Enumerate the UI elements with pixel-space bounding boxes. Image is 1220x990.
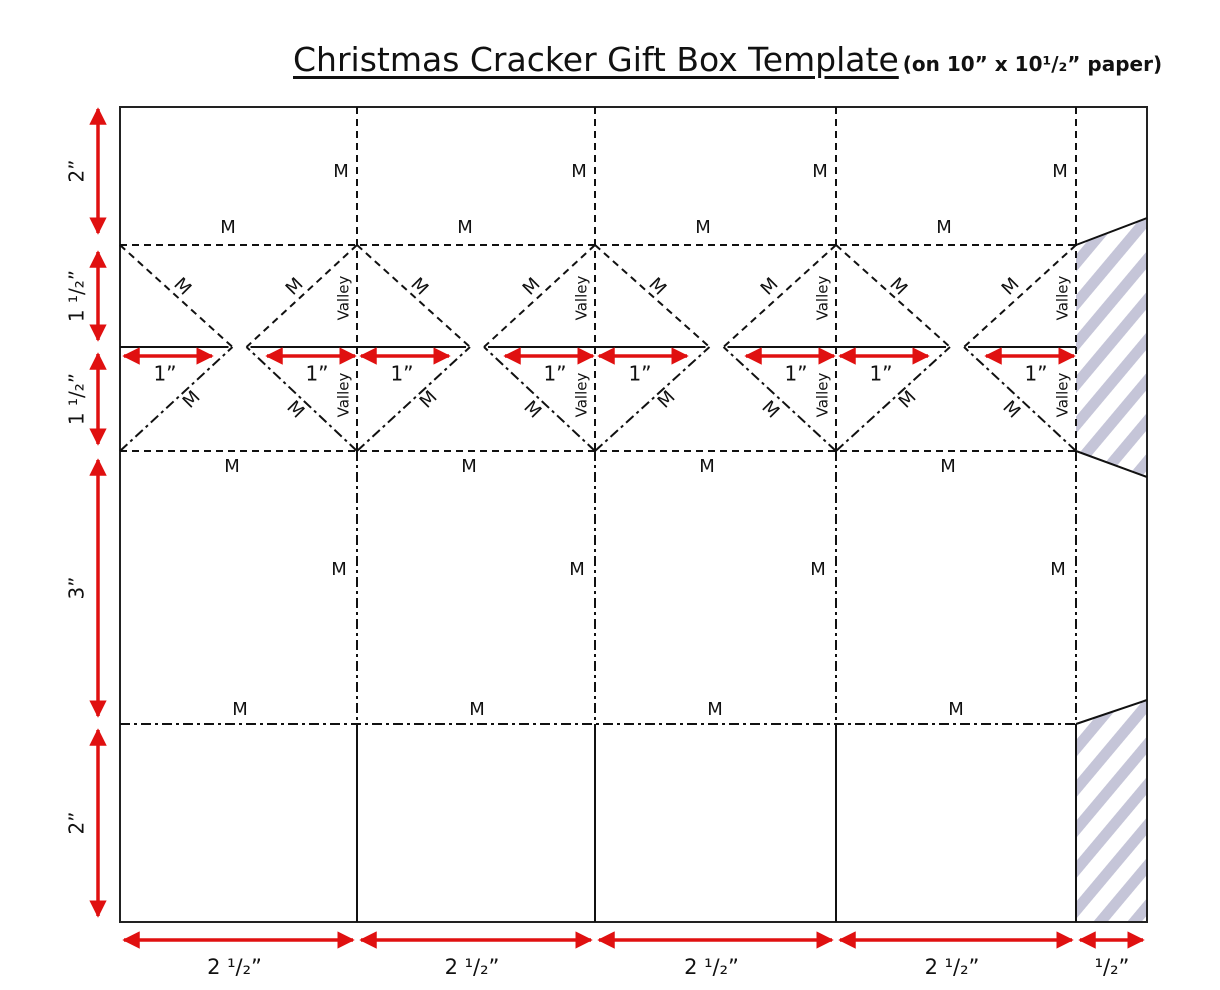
valley-label: Valley — [814, 276, 832, 321]
inch-label: 1” — [628, 362, 651, 386]
mountain-label: M — [282, 274, 308, 300]
mountain-label: M — [571, 161, 587, 182]
header: Christmas Cracker Gift Box Template (on 1… — [293, 40, 1162, 79]
valley-label: Valley — [1054, 276, 1072, 321]
mountain-label: M — [757, 397, 783, 423]
fold-line — [483, 244, 596, 348]
inch-label: 1” — [1024, 362, 1047, 386]
fold-lines — [89, 107, 1148, 949]
mountain-label: M — [169, 274, 195, 300]
mountain-label: M — [224, 456, 240, 477]
fold-line — [1075, 217, 1148, 246]
fold-line — [356, 346, 471, 452]
inch-label: 1” — [305, 362, 328, 386]
mountain-label: M — [457, 217, 473, 238]
mountain-label: M — [948, 699, 964, 720]
title: Christmas Cracker Gift Box Template — [293, 40, 899, 79]
mountain-label: M — [940, 456, 956, 477]
inch-label: 1” — [390, 362, 413, 386]
inch-label: 1” — [784, 362, 807, 386]
fold-line — [594, 244, 711, 348]
mountain-label: M — [179, 387, 205, 413]
valley-label: Valley — [1054, 373, 1072, 418]
height-label: 1 ¹/₂” — [65, 270, 89, 322]
valley-label: Valley — [335, 276, 353, 321]
mountain-label: M — [333, 161, 349, 182]
valley-label: Valley — [814, 373, 832, 418]
inch-label: 1” — [543, 362, 566, 386]
glue-tab-lower — [1076, 700, 1147, 922]
outline — [119, 106, 1148, 923]
width-label: 2 ¹/₂” — [445, 955, 500, 979]
valley-label: Valley — [573, 276, 591, 321]
fold-line — [119, 346, 234, 452]
valley-label: Valley — [573, 373, 591, 418]
width-label: 2 ¹/₂” — [684, 955, 739, 979]
mountain-label: M — [812, 161, 828, 182]
fold-line — [1075, 450, 1148, 478]
height-label: 1 ¹/₂” — [65, 373, 89, 425]
fold-line — [594, 346, 711, 452]
mountain-label: M — [220, 217, 236, 238]
mountain-label: M — [998, 397, 1024, 423]
mountain-label: M — [461, 456, 477, 477]
mountain-label: M — [707, 699, 723, 720]
mountain-label: M — [469, 699, 485, 720]
mountain-label: M — [695, 217, 711, 238]
fold-line — [356, 244, 471, 348]
mountain-label: M — [1052, 161, 1068, 182]
mountain-label: M — [654, 387, 680, 413]
mountain-label: M — [885, 274, 911, 300]
mountain-label: M — [519, 397, 545, 423]
inch-label: 1” — [869, 362, 892, 386]
height-label: 2” — [65, 159, 89, 182]
fold-line — [963, 346, 1077, 452]
mountain-label: M — [569, 559, 585, 580]
mountain-label: M — [232, 699, 248, 720]
fold-line — [722, 346, 837, 452]
fold-line — [835, 244, 951, 348]
mountain-label: M — [416, 387, 442, 413]
mountain-label: M — [644, 274, 670, 300]
width-label: ¹/₂” — [1095, 955, 1130, 979]
height-label: 3” — [65, 576, 89, 599]
inch-label: 1” — [153, 362, 176, 386]
mountain-label: M — [895, 387, 921, 413]
fold-line — [835, 346, 951, 452]
glue-tab-upper — [1076, 218, 1147, 477]
fold-line — [722, 244, 837, 348]
subtitle: (on 10” x 10¹/₂” paper) — [902, 52, 1163, 76]
fold-line — [1075, 699, 1148, 725]
labels: M M M M Valley 1” 1” Valley M M M M M 2 ¹/₂” M M M M Valle… — [65, 159, 1130, 979]
fold-line — [483, 346, 596, 452]
fold-line — [245, 346, 358, 452]
height-label: 2” — [65, 811, 89, 834]
fold-line — [245, 244, 358, 348]
width-label: 2 ¹/₂” — [207, 955, 262, 979]
mountain-label: M — [331, 559, 347, 580]
fold-line — [119, 244, 234, 348]
mountain-label: M — [936, 217, 952, 238]
width-label: 2 ¹/₂” — [925, 955, 980, 979]
mountain-label: M — [1050, 559, 1066, 580]
fold-line — [963, 244, 1077, 348]
valley-label: Valley — [335, 373, 353, 418]
mountain-label: M — [699, 456, 715, 477]
mountain-label: M — [810, 559, 826, 580]
mountain-label: M — [406, 274, 432, 300]
